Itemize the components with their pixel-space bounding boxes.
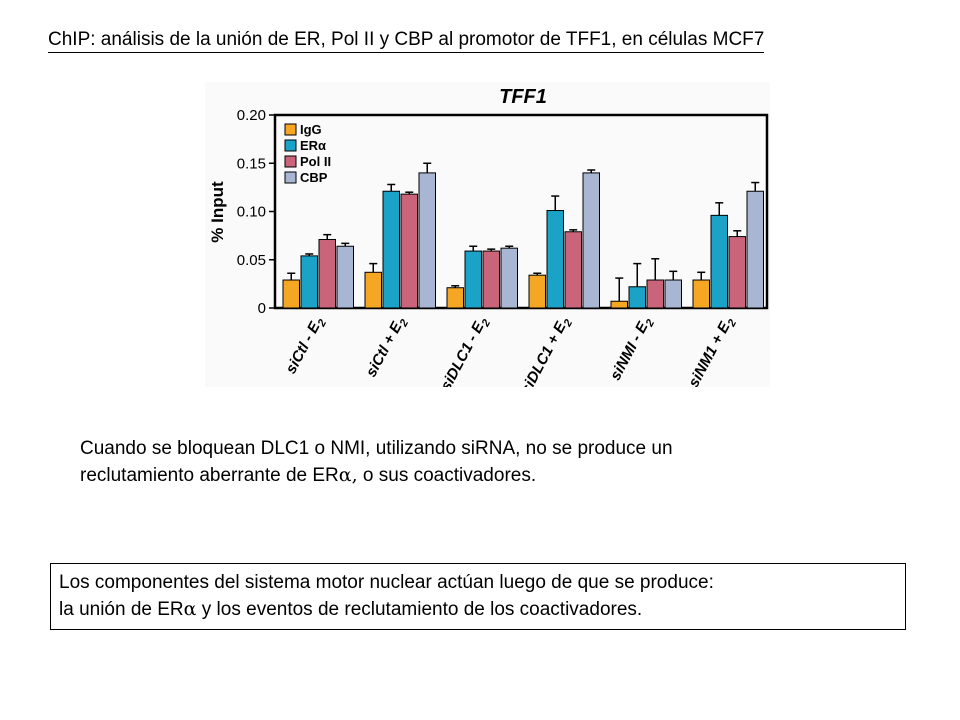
bar: [582, 172, 600, 309]
legend-swatch: [284, 123, 297, 136]
bar: [464, 250, 482, 309]
chart-title: TFF1: [499, 86, 547, 108]
x-category-label-subscript: 2: [561, 318, 575, 330]
caption-line-2-prefix: reclutamiento aberrante de ER: [80, 465, 339, 486]
conclusion-line-2-prefix: la unión de ER: [59, 599, 184, 620]
legend-label: IgG: [300, 122, 322, 137]
bar: [728, 236, 746, 309]
bar: [664, 279, 682, 309]
bar: [336, 245, 354, 309]
y-tick-label: 0: [258, 300, 266, 317]
conclusion-line-2-suffix: y los eventos de reclutamiento de los co…: [196, 599, 643, 620]
bar: [300, 255, 318, 309]
y-tick-label: 0.10: [237, 204, 266, 221]
y-axis-label: % Input: [208, 181, 227, 243]
alpha-symbol: α: [183, 598, 197, 620]
bar: [528, 274, 546, 309]
bar: [500, 247, 518, 309]
x-category-label-subscript: 2: [479, 318, 493, 330]
legend-label: ERα: [300, 138, 326, 153]
bar: [546, 210, 564, 309]
bar: [318, 238, 336, 309]
legend-label: Pol II: [300, 154, 331, 169]
legend-swatch: [284, 155, 297, 168]
bar: [482, 250, 500, 309]
conclusion-line-1: Los componentes del sistema motor nuclea…: [59, 572, 714, 593]
conclusion-line-2: la unión de ERα y los eventos de recluta…: [59, 596, 897, 623]
chart-background: [205, 82, 770, 387]
bar: [628, 286, 646, 309]
y-tick-label: 0.05: [237, 252, 266, 269]
caption-line-2: reclutamiento aberrante de ERα, o sus co…: [80, 462, 880, 489]
conclusion-box: Los componentes del sistema motor nuclea…: [50, 563, 906, 630]
x-category-label-subscript: 2: [315, 318, 329, 330]
bar: [382, 190, 400, 309]
bar: [710, 214, 728, 309]
y-tick-label: 0.20: [237, 107, 266, 124]
bar: [646, 279, 664, 309]
caption-line-2-suffix: o sus coactivadores.: [357, 465, 537, 486]
legend-swatch: [284, 139, 297, 152]
x-category-label-subscript: 2: [725, 318, 739, 330]
bar: [400, 193, 418, 309]
bar-chart-panel: TFF1 % Input 0 0.05 0.10 0.15 0.20 IgG ERα Pol…: [205, 82, 770, 387]
x-category-label-subscript: 2: [397, 318, 411, 330]
bar: [610, 300, 628, 309]
bar: [564, 231, 582, 309]
x-category-label-subscript: 2: [643, 318, 657, 330]
legend-label: CBP: [300, 170, 328, 185]
bar: [364, 271, 382, 309]
bar-chart: TFF1 % Input 0 0.05 0.10 0.15 0.20 IgGERαPol…: [205, 82, 770, 387]
bar: [282, 279, 300, 309]
bar: [692, 279, 710, 309]
bar: [446, 287, 464, 309]
bar: [418, 172, 436, 309]
alpha-symbol: α,: [338, 464, 358, 486]
y-tick-label: 0.15: [237, 155, 266, 172]
caption-line-1: Cuando se bloquean DLC1 o NMI, utilizand…: [80, 438, 673, 459]
slide-title: ChIP: análisis de la unión de ER, Pol II…: [48, 29, 765, 53]
caption-text: Cuando se bloquean DLC1 o NMI, utilizand…: [80, 435, 880, 489]
legend-swatch: [284, 171, 297, 184]
bar: [746, 190, 764, 309]
